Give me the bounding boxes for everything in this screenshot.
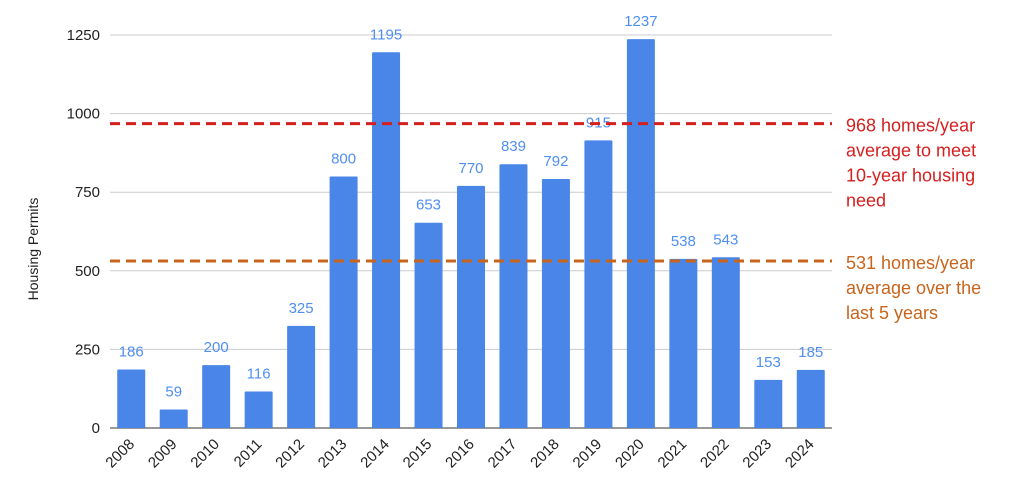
y-tick-label: 0 bbox=[92, 420, 100, 437]
reference-annotation-line: 10-year housing bbox=[846, 166, 975, 186]
bar-2013 bbox=[329, 176, 358, 428]
y-axis-label: Housing Permits bbox=[25, 198, 41, 301]
bar-2020 bbox=[626, 39, 655, 429]
x-tick-label: 2011 bbox=[231, 436, 266, 471]
y-tick-label: 250 bbox=[75, 341, 100, 358]
x-tick-label: 2017 bbox=[485, 436, 521, 472]
reference-lines bbox=[110, 122, 832, 263]
y-tick-label: 1000 bbox=[67, 106, 100, 123]
reference-annotation-line: average to meet bbox=[846, 141, 976, 161]
x-tick-label: 2015 bbox=[400, 436, 436, 472]
bar-value-label: 770 bbox=[458, 160, 483, 177]
bar-value-label: 185 bbox=[798, 344, 823, 361]
bar-value-label: 800 bbox=[331, 150, 356, 167]
x-tick-label: 2019 bbox=[570, 436, 606, 472]
y-axis-ticks: 0 250 500 750 1000 1250 bbox=[67, 27, 100, 437]
bar-value-label: 1195 bbox=[370, 26, 402, 43]
bars bbox=[117, 39, 825, 429]
bar-value-label: 59 bbox=[165, 383, 182, 400]
x-tick-label: 2022 bbox=[697, 436, 733, 472]
reference-annotation-line: need bbox=[846, 191, 886, 211]
x-tick-label: 2013 bbox=[315, 436, 351, 472]
reference-annotation-line: average over the bbox=[846, 278, 981, 298]
bar-value-label: 186 bbox=[119, 344, 144, 361]
bar-2022 bbox=[711, 257, 740, 428]
bar-value-label: 200 bbox=[204, 339, 229, 356]
x-tick-label: 2018 bbox=[527, 436, 563, 472]
x-tick-label: 2023 bbox=[740, 436, 776, 472]
x-tick-label: 2021 bbox=[655, 436, 691, 472]
bar-value-label: 543 bbox=[713, 231, 738, 248]
bar-2010 bbox=[202, 365, 231, 428]
reference-annotations: 968 homes/year average to meet 10-year hou… bbox=[846, 116, 981, 323]
bar-value-labels: 1865920011632580011956537708397929151237… bbox=[119, 13, 824, 400]
y-tick-label: 1250 bbox=[67, 27, 100, 44]
reference-annotation-line: 531 homes/year bbox=[846, 253, 975, 273]
bar-2008 bbox=[117, 369, 146, 428]
x-tick-label: 2008 bbox=[102, 436, 138, 472]
x-tick-label: 2014 bbox=[357, 436, 393, 472]
bar-value-label: 153 bbox=[756, 354, 781, 371]
bar-2015 bbox=[414, 222, 443, 428]
bar-value-label: 116 bbox=[247, 366, 271, 383]
bar-2011 bbox=[244, 391, 273, 428]
bar-2021 bbox=[669, 258, 698, 428]
y-tick-label: 500 bbox=[75, 263, 100, 280]
x-tick-label: 2020 bbox=[612, 436, 648, 472]
bar-2017 bbox=[499, 164, 528, 429]
bar-2023 bbox=[754, 379, 783, 428]
bar-value-label: 792 bbox=[543, 153, 568, 170]
x-tick-label: 2024 bbox=[782, 436, 818, 472]
x-tick-label: 2016 bbox=[442, 436, 478, 472]
bar-2019 bbox=[584, 140, 613, 428]
bar-2018 bbox=[541, 178, 570, 428]
bar-value-label: 1237 bbox=[624, 13, 657, 30]
bar-value-label: 653 bbox=[416, 197, 441, 214]
x-tick-label: 2012 bbox=[272, 436, 308, 472]
x-axis-ticks: 2008 2009 2010 2011 2012 2013 2014 2015 2016 2017… bbox=[102, 436, 817, 472]
reference-annotation-line: last 5 years bbox=[846, 303, 938, 323]
bar-2016 bbox=[457, 185, 485, 428]
bar-2024 bbox=[796, 369, 825, 428]
x-tick-label: 2009 bbox=[145, 436, 181, 472]
bar-value-label: 325 bbox=[289, 300, 314, 317]
reference-annotation-line: 968 homes/year bbox=[846, 116, 975, 136]
bar-2012 bbox=[287, 325, 316, 428]
x-tick-label: 2010 bbox=[187, 436, 223, 472]
bar-2014 bbox=[372, 52, 401, 429]
bar-value-label: 538 bbox=[671, 233, 696, 250]
bar-value-label: 839 bbox=[501, 138, 526, 155]
bar-2009 bbox=[159, 409, 188, 428]
y-tick-label: 750 bbox=[75, 184, 100, 201]
